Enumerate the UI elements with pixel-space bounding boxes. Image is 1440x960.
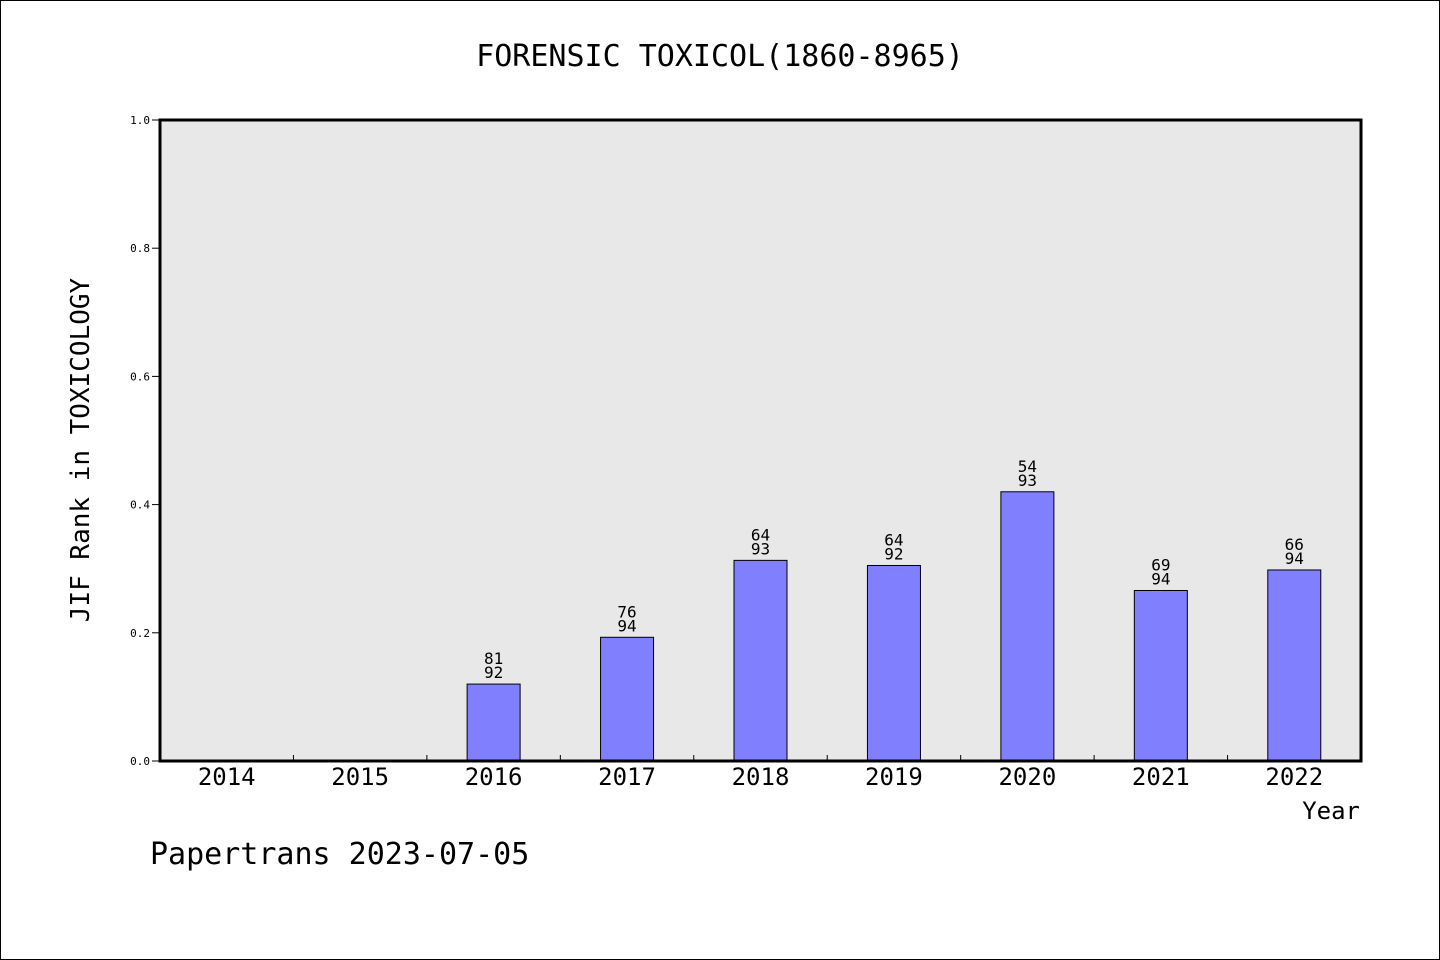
chart-title: FORENSIC TOXICOL(1860-8965) — [476, 39, 964, 74]
x-tick-label-2020: 2020 — [998, 763, 1056, 791]
bar-2017 — [600, 636, 655, 762]
data-label-rank-2021: 69 — [1151, 555, 1170, 574]
y-tick-label-1.0: 1.0 — [130, 114, 150, 127]
bar-2021 — [1133, 589, 1188, 762]
x-tick-label-2022: 2022 — [1265, 763, 1323, 791]
footer-credit: Papertrans 2023-07-05 — [150, 837, 529, 872]
plot-frame — [158, 118, 1363, 763]
data-label-rank-2016: 81 — [484, 649, 503, 668]
data-label-rank-2020: 54 — [1018, 457, 1037, 476]
y-tick-label-0.6: 0.6 — [130, 370, 150, 383]
data-label-total-2022: 94 — [1285, 549, 1304, 568]
bar-2018 — [733, 559, 788, 762]
data-label-total-2021: 94 — [1151, 569, 1170, 588]
x-tick-label-2014: 2014 — [198, 763, 256, 791]
data-label-rank-2019: 64 — [884, 530, 903, 549]
data-label-total-2017: 94 — [617, 616, 636, 635]
x-axis-ticks: 2014 2015 2016 2017 2018 2019 2020 2021 2022 — [198, 755, 1323, 791]
data-label-rank-2022: 66 — [1285, 535, 1304, 554]
y-tick-label-0.4: 0.4 — [130, 499, 150, 512]
data-label-total-2016: 92 — [484, 663, 503, 682]
y-axis-label: JIF Rank in TOXICOLOGY — [66, 277, 96, 622]
x-tick-label-2015: 2015 — [331, 763, 389, 791]
data-label-total-2020: 93 — [1018, 471, 1037, 490]
x-tick-label-2018: 2018 — [732, 763, 790, 791]
data-label-rank-2018: 64 — [751, 525, 770, 544]
x-tick-label-2016: 2016 — [465, 763, 523, 791]
y-tick-label-0.0: 0.0 — [130, 755, 150, 768]
y-tick-label-0.8: 0.8 — [130, 242, 150, 255]
bar-2022 — [1267, 569, 1322, 762]
data-label-total-2019: 92 — [884, 544, 903, 563]
y-tick-label-0.2: 0.2 — [130, 627, 150, 640]
x-axis-label: Year — [1302, 797, 1360, 825]
bar-2020 — [1000, 491, 1055, 762]
bar-2019 — [866, 564, 921, 762]
x-tick-label-2021: 2021 — [1132, 763, 1190, 791]
data-label-rank-2017: 76 — [617, 602, 636, 621]
x-tick-label-2019: 2019 — [865, 763, 923, 791]
data-label-total-2018: 93 — [751, 539, 770, 558]
bar-2016 — [466, 683, 521, 762]
y-axis-ticks: 0.0 0.2 0.4 0.6 0.8 1.0 — [130, 114, 160, 768]
x-tick-label-2017: 2017 — [598, 763, 656, 791]
